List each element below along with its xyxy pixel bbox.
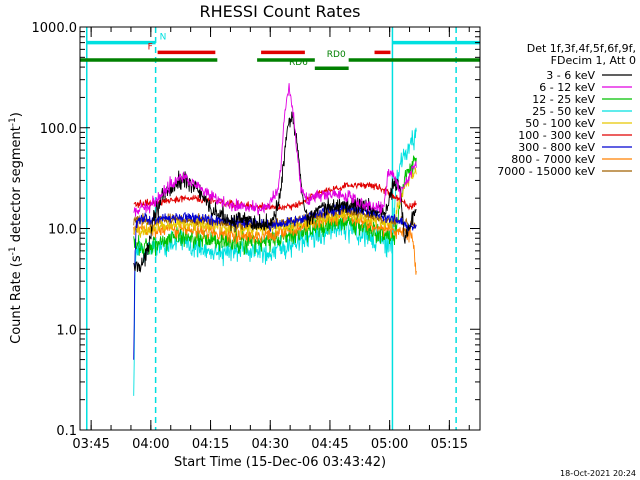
flag-label-rd6: RD6 [289, 58, 308, 68]
series-line-5 [133, 181, 417, 211]
y-tick-label: 0.1 [56, 424, 77, 439]
legend: Det 1f,3f,4f,5f,6f,9f, FDecim 1, Att 0 3… [497, 42, 636, 178]
series-line-6 [133, 201, 417, 360]
legend-label: 800 - 7000 keV [511, 153, 595, 166]
legend-header-detectors: Det 1f,3f,4f,5f,6f,9f, [527, 42, 636, 55]
legend-label: 6 - 12 keV [539, 81, 595, 94]
y-tick-label: 100.0 [40, 122, 77, 137]
legend-label: 12 - 25 keV [532, 93, 595, 106]
series-line-3 [133, 127, 417, 396]
x-tick-label: 03:45 [72, 437, 109, 452]
flag-label-f: F [148, 42, 153, 52]
x-axis: 03:45 04:00 04:15 04:30 04:45 05:00 05:15 [72, 27, 470, 452]
series-line-0 [133, 111, 417, 273]
y-tick-label: 10.0 [48, 223, 77, 238]
legend-label: 300 - 800 keV [518, 141, 595, 154]
series-line-7 [133, 210, 417, 275]
footer-date: 18-Oct-2021 20:24 [560, 469, 636, 478]
y-tick-label: 1.0 [56, 323, 77, 338]
legend-label: 7000 - 15000 keV [497, 165, 595, 178]
x-tick-label: 04:45 [311, 437, 348, 452]
x-tick-label: 05:15 [431, 437, 468, 452]
y-axis: 0.1 1.0 10.0 100.0 1000.0 [32, 21, 480, 439]
x-tick-label: 04:15 [192, 437, 229, 452]
legend-label: 100 - 300 keV [518, 129, 595, 142]
legend-label: 50 - 100 keV [525, 117, 595, 130]
x-tick-label: 05:00 [371, 437, 408, 452]
flag-label-n: N [160, 33, 167, 43]
flag-bars: NF RD0 RD6 [80, 33, 480, 70]
y-axis-label: Count Rate (s-1 detector segment-1) [8, 112, 24, 344]
flag-label-rd0: RD0 [327, 50, 346, 60]
x-tick-label: 04:30 [252, 437, 289, 452]
series-line-2 [133, 155, 417, 256]
x-axis-label: Start Time (15-Dec-06 03:43:42) [174, 455, 386, 470]
series-line-1 [133, 83, 417, 217]
legend-label: 3 - 6 keV [546, 69, 595, 82]
x-tick-label: 04:00 [132, 437, 169, 452]
y-tick-label: 1000.0 [32, 21, 78, 36]
chart-title: RHESSI Count Rates [200, 2, 361, 21]
plot-area: NF RD0 RD6 [80, 27, 480, 430]
legend-header-decim: FDecim 1, Att 0 [551, 54, 636, 67]
legend-label: 25 - 50 keV [532, 105, 595, 118]
series-layer [133, 83, 417, 396]
